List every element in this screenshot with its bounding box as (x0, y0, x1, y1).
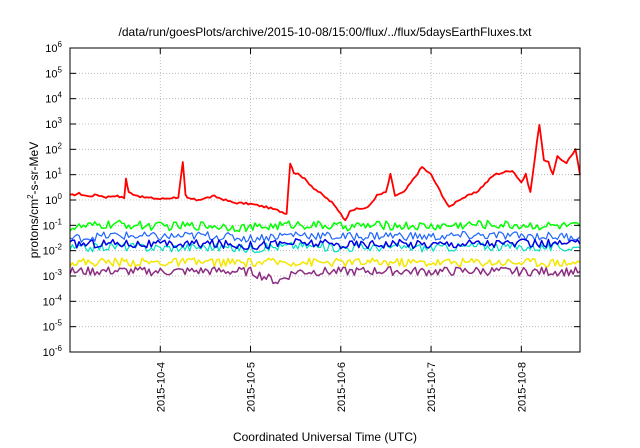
y-tick-exponent: -5 (55, 319, 63, 328)
y-tick-base: 10 (43, 347, 55, 359)
y-tick-base: 10 (45, 68, 57, 80)
y-tick-exponent: 1 (58, 167, 63, 176)
y-tick-label: 10-1 (43, 217, 63, 232)
y-tick-label: 101 (45, 167, 62, 182)
y-tick-label: 105 (45, 65, 62, 80)
y-tick-label: 106 (45, 40, 62, 55)
y-tick-label: 104 (45, 91, 62, 106)
chart-title: /data/run/goesPlots/archive/2015-10-08/1… (119, 25, 533, 39)
y-axis-label: protons/cm2-s-sr-MeV (26, 142, 41, 258)
y-tick-exponent: -3 (55, 268, 63, 277)
y-axis: 10-610-510-410-310-210-11001011021031041… (43, 40, 580, 359)
y-tick-base: 10 (43, 296, 55, 308)
y-axis-label-part1: protons/cm (27, 199, 41, 258)
y-tick-exponent: -4 (55, 293, 63, 302)
y-tick-exponent: -2 (55, 243, 63, 252)
series-line-5 (69, 257, 581, 268)
y-tick-label: 103 (45, 116, 62, 131)
y-tick-base: 10 (45, 170, 57, 182)
x-axis-label: Coordinated Universal Time (UTC) (233, 430, 417, 444)
y-tick-label: 102 (45, 141, 62, 156)
y-tick-base: 10 (45, 144, 57, 156)
y-tick-base: 10 (43, 220, 55, 232)
y-axis-label-sup: 2 (26, 194, 35, 199)
x-tick-label: 2015-10-7 (426, 362, 438, 412)
y-tick-exponent: 3 (58, 116, 63, 125)
y-tick-exponent: 0 (58, 192, 63, 201)
y-tick-base: 10 (43, 322, 55, 334)
series-line-6 (69, 266, 581, 285)
y-tick-base: 10 (45, 195, 57, 207)
grid-lines (70, 48, 580, 352)
x-tick-label: 2015-10-4 (155, 362, 167, 412)
y-tick-label: 10-5 (43, 319, 63, 334)
y-tick-exponent: 4 (58, 91, 63, 100)
series-line-1 (69, 219, 581, 233)
y-tick-exponent: -1 (55, 217, 63, 226)
y-tick-label: 10-3 (43, 268, 63, 283)
y-tick-base: 10 (43, 246, 55, 258)
y-tick-base: 10 (45, 43, 57, 55)
x-tick-label: 2015-10-5 (246, 362, 258, 412)
y-tick-base: 10 (45, 119, 57, 131)
series-line-4 (69, 238, 581, 251)
y-tick-exponent: -6 (55, 344, 63, 353)
y-tick-exponent: 5 (58, 65, 63, 74)
series-line-3 (69, 230, 581, 243)
x-tick-label: 2015-10-8 (516, 362, 528, 412)
y-tick-label: 100 (45, 192, 62, 207)
y-tick-exponent: 6 (58, 40, 63, 49)
y-axis-label-part2: -s-sr-MeV (27, 142, 41, 195)
x-tick-label: 2015-10-6 (336, 362, 348, 412)
series-group (69, 124, 581, 285)
y-tick-base: 10 (43, 271, 55, 283)
y-tick-label: 10-2 (43, 243, 63, 258)
y-tick-label: 10-6 (43, 344, 63, 359)
y-tick-label: 10-4 (43, 293, 63, 308)
series-line-0 (69, 124, 581, 222)
y-tick-exponent: 2 (58, 141, 63, 150)
x-axis: 2015-10-4 2015-10-5 2015-10-6 2015-10-7 2015… (155, 48, 528, 412)
y-tick-base: 10 (45, 94, 57, 106)
